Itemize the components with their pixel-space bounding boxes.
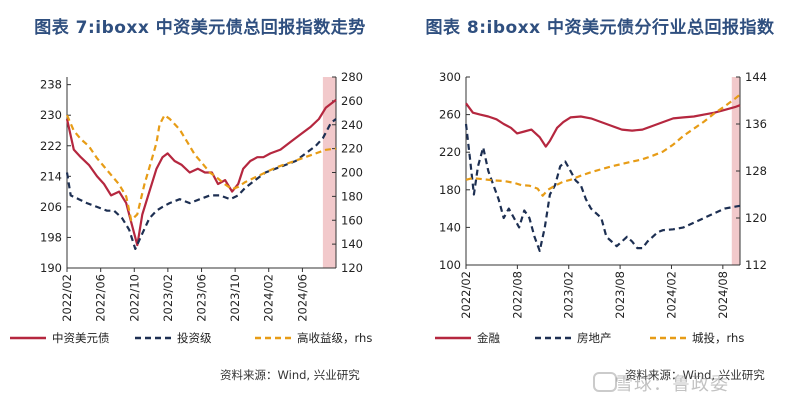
- x-tick-label: 2022/10: [127, 274, 141, 322]
- series-line: [465, 93, 741, 197]
- y-tick-label-left: 220: [439, 145, 461, 159]
- series-line: [65, 114, 337, 222]
- legend-label: 房地产: [577, 331, 612, 345]
- y-tick-label-left: 206: [40, 200, 62, 214]
- source-note: 资料来源：Wind, 兴业研究: [625, 368, 765, 382]
- y-tick-label-left: 260: [439, 108, 461, 122]
- y-tick-label-left: 300: [439, 70, 461, 84]
- chart-title: 图表 8:iboxx 中资美元债分行业总回报指数: [425, 18, 775, 38]
- y-tick-label-right: 220: [341, 142, 363, 156]
- chart-panel-left: 图表 7:iboxx 中资美元债总回报指数走势 190 198 206 214 222 2…: [10, 18, 372, 382]
- y-tick-label-right: 280: [341, 70, 363, 84]
- chart-title: 图表 7:iboxx 中资美元债总回报指数走势: [34, 18, 366, 38]
- x-tick-label: 2023/02: [161, 274, 175, 322]
- line-chart: 100 140 180 220 260 300 112 120 128 136 144 2022/02…: [435, 70, 767, 345]
- y-tick-label-left: 140: [439, 220, 461, 234]
- x-tick-label: 2022/02: [459, 271, 473, 319]
- y-tick-label-right: 180: [341, 189, 363, 203]
- highlight-band: [731, 77, 740, 265]
- x-tick-label: 2024/08: [716, 271, 730, 319]
- y-tick-label-right: 200: [341, 166, 363, 180]
- x-tick-label: 2024/02: [664, 271, 678, 319]
- source-note: 资料来源：Wind, 兴业研究: [220, 368, 360, 382]
- y-tick-label-left: 190: [40, 261, 62, 275]
- chart-panel-right: 图表 8:iboxx 中资美元债分行业总回报指数 100 140 180 220 260…: [400, 0, 800, 407]
- y-tick-label-right: 260: [341, 94, 363, 108]
- x-tick-label: 2022/02: [60, 274, 74, 322]
- series-line: [65, 99, 337, 247]
- x-tick-label: 2023/06: [195, 274, 209, 322]
- y-tick-label-right: 128: [745, 164, 767, 178]
- line-chart: 190 198 206 214 222 230 238 120 140 160 180 200 220 2…: [10, 70, 372, 345]
- x-tick-label: 2022/08: [510, 271, 524, 319]
- y-tick-label-left: 238: [40, 78, 62, 92]
- y-tick-label-left: 180: [439, 183, 461, 197]
- x-tick-label: 2023/10: [228, 274, 242, 322]
- y-tick-label-right: 240: [341, 118, 363, 132]
- legend-label: 金融: [477, 331, 500, 345]
- legend-label: 中资美元债: [52, 331, 110, 345]
- y-tick-label-right: 140: [341, 237, 363, 251]
- y-tick-label-right: 120: [341, 261, 363, 275]
- x-tick-label: 2024/06: [295, 274, 309, 322]
- legend-label: 城投，rhs: [692, 331, 744, 345]
- y-tick-label-right: 136: [745, 117, 767, 131]
- y-tick-label-right: 112: [745, 258, 767, 272]
- legend-label: 高收益级，rhs: [297, 331, 372, 345]
- x-tick-label: 2024/02: [262, 274, 276, 322]
- y-tick-label-left: 100: [439, 258, 461, 272]
- watermark: 雪球：鲁政委: [615, 374, 729, 395]
- y-tick-label-right: 120: [745, 211, 767, 225]
- series-line: [465, 102, 741, 148]
- y-tick-label-left: 222: [40, 139, 62, 153]
- y-tick-label-left: 214: [40, 169, 62, 183]
- x-tick-label: 2023/08: [613, 271, 627, 319]
- x-tick-label: 2023/02: [562, 271, 576, 319]
- series-line: [464, 123, 741, 252]
- y-tick-label-left: 230: [40, 108, 62, 122]
- y-tick-label-right: 144: [745, 70, 767, 84]
- y-tick-label-right: 160: [341, 213, 363, 227]
- legend-label: 投资级: [177, 331, 212, 345]
- y-tick-label-left: 198: [40, 230, 62, 244]
- watermark-logo-icon: [593, 372, 617, 392]
- x-tick-label: 2022/06: [94, 274, 108, 322]
